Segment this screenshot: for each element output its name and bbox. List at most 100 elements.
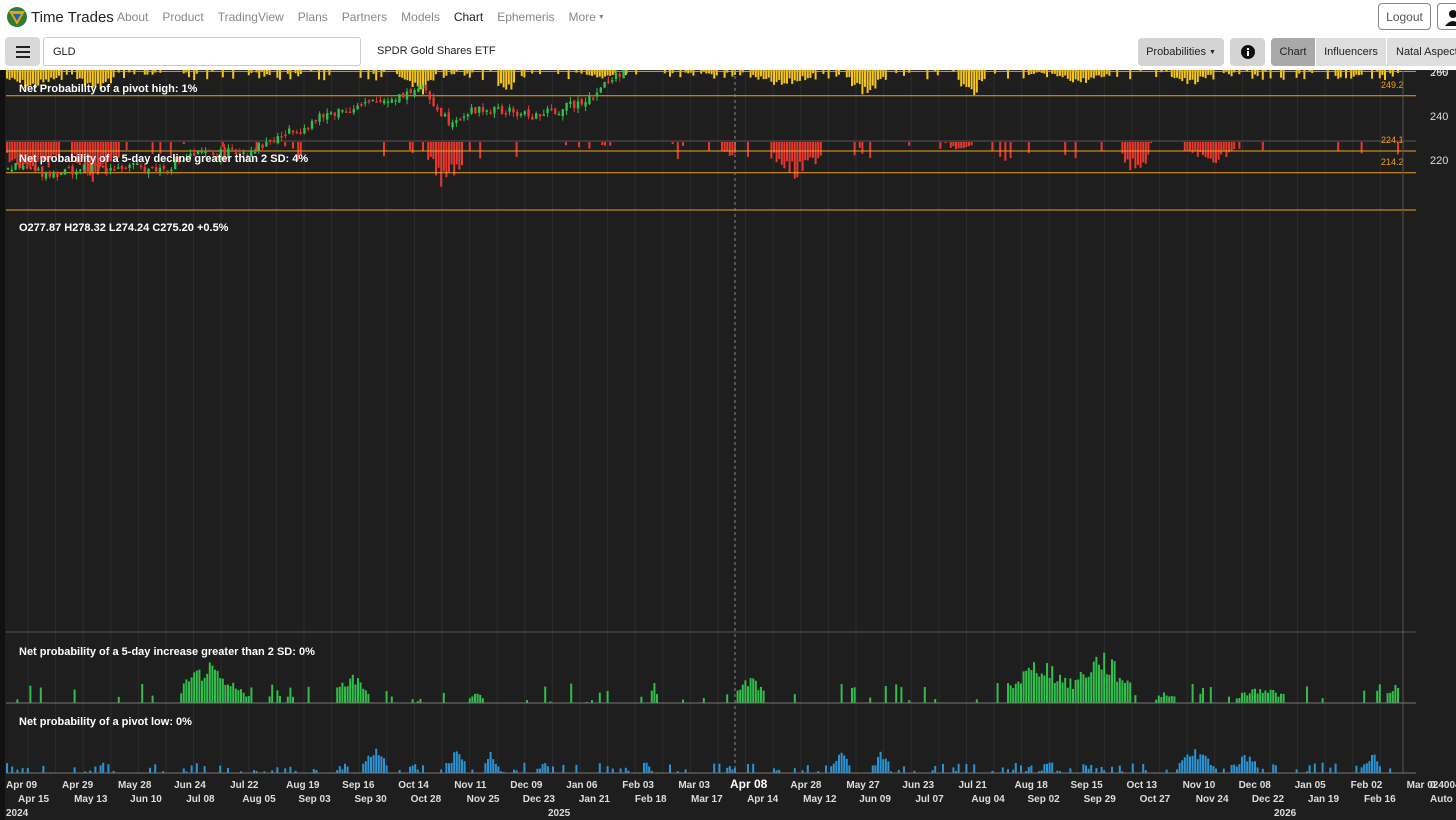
pivot-high-bar	[1254, 70, 1256, 75]
pivot-low-bar	[1248, 756, 1251, 773]
pivot-low-bar	[1059, 771, 1061, 773]
increase-bar	[359, 682, 362, 703]
pivot-low-bar	[1194, 749, 1197, 773]
tab-natal-aspects[interactable]: Natal Aspects	[1387, 38, 1456, 66]
nav-models[interactable]: Models	[401, 10, 440, 24]
increase-bar	[598, 692, 601, 703]
increase-bar	[1048, 677, 1051, 703]
date-tick-label: Nov 10	[1183, 780, 1216, 791]
user-button[interactable]	[1437, 3, 1456, 30]
decline-bar	[26, 142, 29, 166]
pivot-high-bar	[780, 70, 783, 85]
decline-bar	[383, 142, 385, 157]
menu-button[interactable]	[5, 37, 40, 66]
nav-product[interactable]: Product	[162, 10, 204, 24]
increase-bar	[242, 692, 245, 703]
pivot-low-bar	[255, 771, 258, 773]
decline-bar	[1191, 142, 1194, 153]
pivot-high-bar	[367, 70, 370, 80]
increase-bar	[227, 684, 229, 703]
increase-bar	[198, 669, 201, 703]
pivot-low-bar	[778, 769, 781, 773]
pivot-low-bar	[276, 767, 279, 773]
pivot-high-bar	[11, 70, 14, 78]
pivot-high-bar	[427, 70, 430, 81]
tab-chart[interactable]: Chart	[1271, 38, 1315, 66]
brand[interactable]: Time Trades	[6, 6, 114, 28]
nav-partners[interactable]: Partners	[341, 10, 388, 24]
date-tick-label: Jan 19	[1308, 794, 1340, 805]
pivot-low-bar	[775, 770, 778, 773]
pivot-low-bar	[541, 764, 544, 773]
info-button[interactable]	[1230, 38, 1265, 66]
increase-bar	[793, 694, 796, 703]
pivot-low-bar	[422, 765, 424, 773]
nav-about[interactable]: About	[117, 10, 149, 24]
pivot-low-bar	[973, 764, 976, 773]
chart-area[interactable]: 403.2362.6346.6335.4322.0310.4285.3260.3…	[0, 70, 1456, 820]
decline-bar	[1220, 142, 1223, 155]
decline-bar	[47, 142, 50, 168]
tab-influencers[interactable]: Influencers	[1316, 38, 1386, 66]
pivot-high-bar	[827, 70, 830, 79]
candle-body	[485, 110, 488, 112]
increase-bar	[1098, 664, 1100, 703]
pivot-low-bar	[414, 764, 417, 773]
decline-bar	[1228, 142, 1230, 153]
pivot-high-bar	[978, 70, 981, 80]
decline-bar	[94, 142, 97, 172]
candle-body	[238, 153, 241, 155]
nav-more[interactable]: More ▼	[569, 10, 605, 24]
pivot-high-bar	[1108, 70, 1111, 76]
pivot-high-bar	[710, 70, 713, 75]
candle-body	[14, 163, 17, 170]
increase-bar	[1254, 688, 1256, 703]
decline-bar	[422, 142, 424, 151]
pivot-high-bar	[557, 70, 560, 74]
pivot-low-bar	[185, 771, 188, 773]
decline-bar	[1337, 142, 1340, 151]
decline-bar	[435, 142, 437, 176]
pivot-high-bar	[107, 70, 110, 79]
nav-plans[interactable]: Plans	[297, 10, 328, 24]
candle-body	[622, 70, 625, 79]
date-tick-label: Sep 03	[298, 794, 331, 805]
decline-bar	[24, 142, 27, 164]
increase-bar	[682, 699, 684, 703]
pivot-high-bar	[403, 70, 406, 80]
increase-bar	[1105, 674, 1108, 703]
candle-body	[337, 108, 340, 118]
decline-bar	[221, 142, 224, 147]
logout-button[interactable]: Logout	[1378, 3, 1431, 30]
symbol-input[interactable]	[43, 37, 361, 66]
decline-bar	[1225, 142, 1228, 157]
nav-tradingview[interactable]: TradingView	[217, 10, 284, 24]
pivot-high-bar	[1165, 70, 1168, 72]
probabilities-dropdown[interactable]: Probabilities ▼	[1138, 38, 1224, 66]
pivot-low-bar	[546, 766, 549, 773]
pivot-high-bar	[611, 70, 614, 75]
pivot-low-bar	[871, 765, 874, 773]
pivot-high-bar	[29, 70, 32, 86]
date-tick-label: Dec 09	[510, 780, 543, 791]
pivot-low-bar	[897, 769, 900, 773]
candle-body	[63, 169, 67, 175]
pivot-low-bar	[955, 771, 957, 773]
increase-bar	[1259, 689, 1262, 703]
increase-bar	[1306, 686, 1308, 703]
candle-body	[417, 88, 420, 92]
nav-ephemeris[interactable]: Ephemeris	[497, 10, 555, 24]
pivot-high-bar	[1082, 70, 1085, 79]
nav-chart[interactable]: Chart	[453, 10, 484, 24]
candle-body	[409, 89, 412, 93]
candle-body	[500, 106, 504, 115]
pivot-high-bar	[299, 70, 302, 74]
pivot-high-bar	[50, 70, 53, 78]
decline-bar	[468, 142, 471, 152]
pivot-low-bar	[107, 764, 110, 773]
candle-body	[531, 116, 534, 120]
increase-bar	[190, 677, 193, 703]
date-tick-label: Jul 07	[915, 794, 944, 805]
pivot-low-bar	[1142, 764, 1145, 773]
candle-body	[352, 109, 355, 113]
